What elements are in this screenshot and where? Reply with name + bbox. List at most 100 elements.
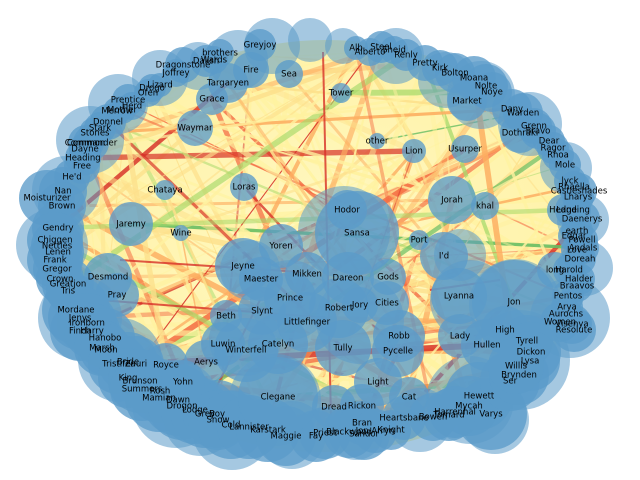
node-label-gendry: Gendry [42,224,73,234]
node-label-long: long [546,266,564,276]
node-label-warden: Warden [507,109,539,119]
node-label-varys: Varys [479,410,503,420]
node-label-jaremy: Jaremy [115,220,146,230]
node-label-ragor: Ragor [540,144,566,154]
node-label-karstark: Karstark [250,426,286,436]
node-label-market: Market [452,97,482,107]
node-label-frank: Frank [43,256,66,266]
node-label-steel: Steel [370,43,392,53]
node-label-catelyn: Catelyn [262,340,295,350]
node-label-chiggen: Chiggen [37,236,72,246]
node-label-slynt: Slynt [251,307,273,317]
node-label-hedge: Hedge [549,206,577,216]
node-label-jorah: Jorah [440,196,463,206]
node-sansa [315,191,399,275]
node-label-free: Free [73,162,91,172]
node-label-moana: Moana [460,74,488,84]
node-label-lysa: Lysa [521,357,540,367]
node-label-greyjoy: Greyjoy [244,41,277,51]
node-label-jon-arryn: Jon Arryn [355,427,395,437]
node-label-renly: Renly [394,51,418,61]
node-label-littlefinger: Littlefinger [284,318,331,328]
node-label-lyanna: Lyanna [444,292,474,302]
node-label-dickon: Dickon [517,348,546,358]
edge [54,46,382,241]
node-label-cat: Cat [402,393,417,403]
node-label-knight: Knight [377,426,405,436]
node-label-sheid: Sheid [382,46,406,56]
node-label-harrenhal: Harrenhal [434,408,476,418]
node-label-yohn: Yohn [172,378,193,388]
node-label-sandor: Sandor [349,430,380,440]
node-label-andals: Andals [569,244,598,254]
node-label-grey: Grey [195,410,215,420]
node-label-bowen: Bowen [419,413,448,423]
node-label-fay: Fay [309,432,323,442]
node-label-braavos: Braavos [560,282,595,292]
node-label-cities: Cities [375,299,399,309]
node-lizard [148,73,172,97]
node-label-bran: Bran [352,419,372,429]
node-label-grace: Grace [199,95,224,105]
node-label-jenys: Jenys [68,314,92,324]
node-label-robb: Robb [388,332,410,342]
node-label-wards: Wards [201,56,228,66]
node-label-mother: Mother [107,106,137,116]
node-label-arya: Arya [557,303,577,313]
node-cluster-bubble [288,18,332,62]
node-label-desmond: Desmond [88,273,128,283]
node-label-stark: Stark [89,124,111,134]
node-label-common: Common [67,139,105,149]
node-label-brothers: brothers [202,49,238,59]
node-label-ser: Ser [503,377,518,387]
node-label-greatjon: Greatjon [50,280,87,290]
node-label-moon: Moon [94,346,117,356]
node-label-resolute: Resolute [556,326,593,336]
node-loras [230,173,258,201]
node-label-finch: Finch [69,327,91,337]
node-label-pray: Pray [108,291,127,301]
node-label-jon: Jon [506,298,520,308]
node-label-tristifer: Tristifer [101,360,134,370]
node-label-other: other [366,137,389,147]
node-label-alb: Alb [349,44,363,54]
node-tower [331,83,351,103]
edge [84,84,487,151]
node-label-waymar: Waymar [177,124,213,134]
node-label-heartsbane: Heartsbane [379,414,428,424]
node-label-marsh: Marsh [89,344,115,354]
node-label-dread: Dread [321,403,347,413]
node-jorah [428,176,476,224]
node-label-bravo: Bravo [526,127,551,137]
node-label-lizard: Lizard [147,81,173,91]
node-label-mikken: Mikken [292,270,322,280]
node-label-brynden: Brynden [501,371,537,381]
node-label-gods: Gods [377,273,399,283]
node-label-wine: Wine [170,229,191,239]
node-label-dragonstone: Dragonstone [156,61,211,71]
node-label-high: High [495,326,515,336]
node-label-mycah: Mycah [455,402,483,412]
node-label-gregor: Gregor [42,265,72,275]
node-label-loras: Loras [233,183,256,193]
node-label-herd: Herd [122,102,142,112]
node-greyjoy [244,29,276,61]
node-jon-arryn [353,409,397,453]
node-label-harry: Harry [80,327,103,337]
node-label-earth: earth [566,227,589,237]
node-label-maester: Maester [244,275,279,285]
node-label-tomard: Tomard [432,411,464,421]
node-label-clegane: Clegane [261,393,296,403]
node-sea [275,60,303,88]
node-label-snow: Snow [207,416,230,426]
node-label-lodge: Lodge [182,406,208,416]
node-label-winterfell: Winterfell [226,346,267,356]
node-label-lenen: Lenen [45,248,71,258]
node-label-lion: Lion [405,147,423,157]
node-label-lyck: lyck [562,177,579,187]
node-label-port: Port [411,236,429,246]
node-other [369,133,385,149]
node-wine [173,225,189,241]
node-label-dany: Dany [501,105,523,115]
